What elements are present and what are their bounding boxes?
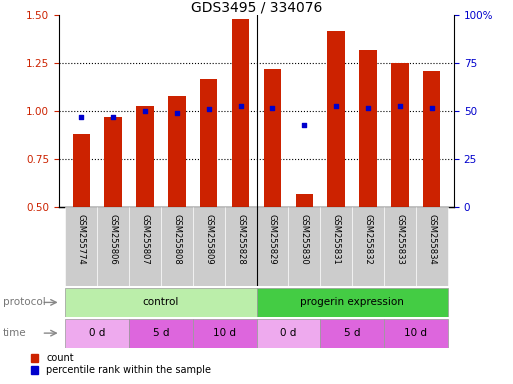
Text: protocol: protocol	[3, 297, 45, 308]
Bar	[232, 19, 249, 207]
Text: progerin expression: progerin expression	[300, 297, 404, 308]
Text: GSM255806: GSM255806	[109, 214, 117, 265]
Point	[77, 114, 85, 120]
Text: GSM255809: GSM255809	[204, 214, 213, 264]
Bar	[65, 288, 256, 317]
Bar	[65, 319, 129, 348]
Bar	[256, 207, 288, 286]
Text: time: time	[3, 328, 26, 338]
Bar	[320, 319, 384, 348]
Text: 5 d: 5 d	[153, 328, 169, 338]
Text: 0 d: 0 d	[89, 328, 105, 338]
Bar	[288, 207, 320, 286]
Bar	[423, 71, 441, 207]
Text: 5 d: 5 d	[344, 328, 360, 338]
Point	[268, 104, 277, 111]
Bar	[193, 207, 225, 286]
Text: GSM255834: GSM255834	[427, 214, 436, 265]
Bar	[72, 134, 90, 207]
Bar	[129, 207, 161, 286]
Text: GSM255807: GSM255807	[141, 214, 149, 265]
Bar	[384, 319, 448, 348]
Bar	[193, 319, 256, 348]
Point	[109, 114, 117, 120]
Point	[141, 108, 149, 114]
Bar	[384, 207, 416, 286]
Bar	[327, 31, 345, 207]
Bar	[359, 50, 377, 207]
Text: GSM255831: GSM255831	[331, 214, 341, 265]
Bar	[65, 207, 97, 286]
Bar	[416, 207, 448, 286]
Bar	[168, 96, 186, 207]
Bar	[256, 288, 448, 317]
Text: GSM255808: GSM255808	[172, 214, 182, 265]
Point	[173, 110, 181, 116]
Point	[396, 103, 404, 109]
Text: 10 d: 10 d	[213, 328, 236, 338]
Bar	[264, 69, 281, 207]
Point	[364, 104, 372, 111]
Text: 10 d: 10 d	[404, 328, 427, 338]
Text: GSM255828: GSM255828	[236, 214, 245, 265]
Text: GSM255833: GSM255833	[396, 214, 404, 265]
Bar	[161, 207, 193, 286]
Point	[428, 104, 436, 111]
Legend: count, percentile rank within the sample: count, percentile rank within the sample	[30, 353, 211, 375]
Bar	[225, 207, 256, 286]
Bar	[136, 106, 154, 207]
Text: GSM255774: GSM255774	[77, 214, 86, 265]
Bar	[129, 319, 193, 348]
Point	[300, 122, 308, 128]
Bar	[104, 117, 122, 207]
Text: 0 d: 0 d	[280, 328, 297, 338]
Point	[236, 103, 245, 109]
Bar	[97, 207, 129, 286]
Text: GSM255829: GSM255829	[268, 214, 277, 264]
Text: GSM255830: GSM255830	[300, 214, 309, 265]
Bar	[200, 79, 218, 207]
Bar	[391, 63, 409, 207]
Title: GDS3495 / 334076: GDS3495 / 334076	[191, 0, 322, 14]
Bar	[256, 319, 320, 348]
Point	[332, 103, 340, 109]
Bar	[352, 207, 384, 286]
Text: control: control	[143, 297, 179, 308]
Bar	[295, 194, 313, 207]
Bar	[320, 207, 352, 286]
Text: GSM255832: GSM255832	[364, 214, 372, 265]
Point	[205, 106, 213, 113]
